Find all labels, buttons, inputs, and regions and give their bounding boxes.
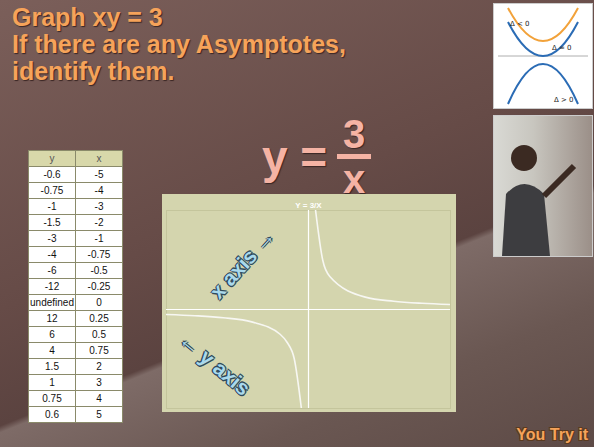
html-text:1.5: 1.5 bbox=[45, 361, 59, 372]
html-text:undefined: undefined bbox=[30, 297, 74, 308]
html-text:-0.5: -0.5 bbox=[90, 265, 108, 276]
html-text:x axis →: x axis → bbox=[205, 224, 280, 303]
html-text:5: 5 bbox=[96, 409, 102, 420]
html-text:y: y bbox=[49, 153, 55, 164]
html-text:-5: -5 bbox=[94, 169, 104, 180]
html-text:-12: -12 bbox=[44, 281, 60, 292]
html-text:0.6: 0.6 bbox=[45, 409, 59, 420]
html-text:← y axis: ← y axis bbox=[174, 327, 255, 400]
html-text:You Try it: You Try it bbox=[516, 426, 588, 443]
html-text:y = 3: y = 3 bbox=[262, 112, 366, 183]
html-text:0.75: 0.75 bbox=[89, 345, 109, 356]
html-text:0: 0 bbox=[96, 297, 102, 308]
svg-text:Δ > 0: Δ > 0 bbox=[554, 96, 574, 104]
html-text:0.25: 0.25 bbox=[89, 313, 109, 324]
html-text:-0.75: -0.75 bbox=[87, 249, 111, 260]
html-text:x: x bbox=[96, 153, 102, 164]
html-text:-3: -3 bbox=[47, 233, 57, 244]
html-text:-3: -3 bbox=[94, 201, 104, 212]
html-text:-1.5: -1.5 bbox=[43, 217, 61, 228]
html-text:-1: -1 bbox=[94, 233, 104, 244]
html-text:-0.6: -0.6 bbox=[43, 169, 61, 180]
html-text:Graph xy = 3: Graph xy = 3 bbox=[12, 3, 163, 31]
html-text:-0.25: -0.25 bbox=[87, 281, 111, 292]
html-text:6: 6 bbox=[49, 329, 55, 340]
html-text:-1: -1 bbox=[47, 201, 57, 212]
svg-text:Y = 3/X: Y = 3/X bbox=[295, 201, 322, 210]
html-text:-4: -4 bbox=[47, 249, 57, 260]
html-text:0.5: 0.5 bbox=[92, 329, 106, 340]
html-text:2: 2 bbox=[96, 361, 102, 372]
html-text:-2: -2 bbox=[94, 217, 104, 228]
html-text:4: 4 bbox=[96, 393, 102, 404]
svg-text:Δ < 0: Δ < 0 bbox=[510, 20, 530, 28]
html-text:-0.75: -0.75 bbox=[40, 185, 64, 196]
html-text:3: 3 bbox=[96, 377, 102, 388]
svg-text:Δ = 0: Δ = 0 bbox=[552, 44, 572, 52]
html-text:x: x bbox=[343, 157, 366, 201]
html-text:-6: -6 bbox=[47, 265, 57, 276]
html-text:4: 4 bbox=[49, 345, 55, 356]
html-text:identify them.: identify them. bbox=[12, 57, 175, 85]
html-text:0.75: 0.75 bbox=[42, 393, 62, 404]
html-text:1: 1 bbox=[49, 377, 55, 388]
html-text:12: 12 bbox=[46, 313, 58, 324]
html-text:-4: -4 bbox=[94, 185, 104, 196]
html-text:If there are any Asymptotes,: If there are any Asymptotes, bbox=[12, 30, 346, 58]
